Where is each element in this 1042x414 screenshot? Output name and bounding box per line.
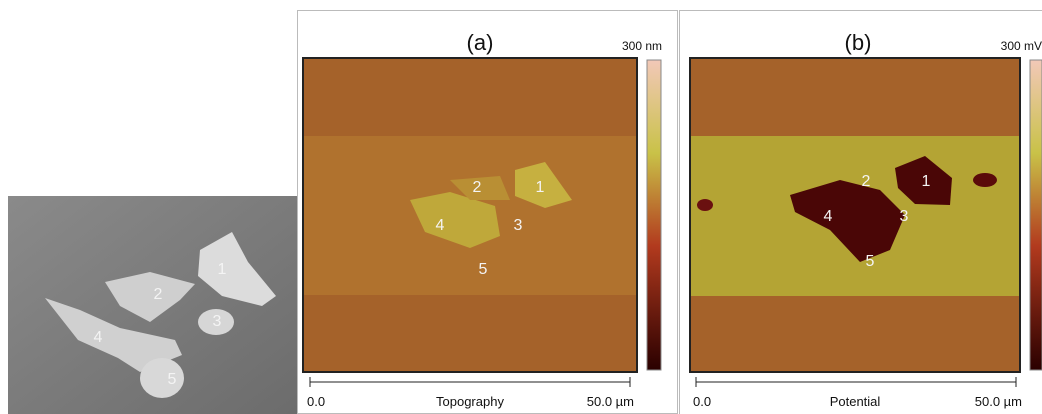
particle-label: 5 — [168, 371, 177, 388]
particle-label: 4 — [824, 208, 833, 225]
panel-title: (a) — [467, 30, 494, 55]
particle — [895, 156, 952, 205]
panel-potential: (b) 300 mV 0.0 Potential 50.0 µm 1 2 3 4… — [689, 30, 1042, 409]
particle — [790, 180, 905, 262]
axis-start: 0.0 — [307, 394, 325, 409]
particle-label: 1 — [536, 179, 545, 196]
axis-title: Potential — [830, 394, 881, 409]
panel-topography: (a) 300 nm 0.0 Topography 50.0 µm 1 2 3 … — [302, 30, 662, 409]
particle-label: 5 — [479, 261, 488, 278]
colorbar — [646, 59, 662, 371]
particle-label: 1 — [922, 173, 931, 190]
particle — [410, 192, 500, 248]
particle-label: 4 — [436, 217, 445, 234]
particle — [697, 199, 713, 211]
particle-label: 3 — [514, 217, 523, 234]
particle — [140, 358, 184, 398]
particle-label: 1 — [218, 261, 227, 278]
particle-label: 4 — [94, 329, 103, 346]
particle-label: 3 — [900, 208, 909, 225]
axis-start: 0.0 — [693, 394, 711, 409]
colorbar — [1029, 59, 1042, 371]
particle-label: 5 — [866, 253, 875, 270]
scale-max: 300 nm — [622, 39, 662, 53]
panel-title: (b) — [845, 30, 872, 55]
particle-label: 2 — [473, 179, 482, 196]
axis-end: 50.0 µm — [587, 394, 634, 409]
particle-label: 2 — [862, 173, 871, 190]
particle — [515, 162, 572, 208]
axis-title: Topography — [436, 394, 504, 409]
particle — [198, 309, 234, 335]
particle-label: 3 — [213, 313, 222, 330]
particle-label: 2 — [154, 286, 163, 303]
scale-max: 300 mV — [1001, 39, 1042, 53]
particle — [105, 272, 195, 322]
axis-end: 50.0 µm — [975, 394, 1022, 409]
particle — [45, 298, 182, 372]
sem-image: 1 2 3 4 5 — [8, 196, 297, 414]
particle — [450, 176, 510, 200]
particle — [973, 173, 997, 187]
particle — [198, 232, 276, 306]
